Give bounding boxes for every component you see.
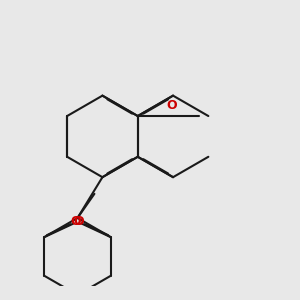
- Text: O: O: [167, 99, 177, 112]
- Text: O: O: [70, 215, 81, 228]
- Text: O: O: [73, 215, 84, 228]
